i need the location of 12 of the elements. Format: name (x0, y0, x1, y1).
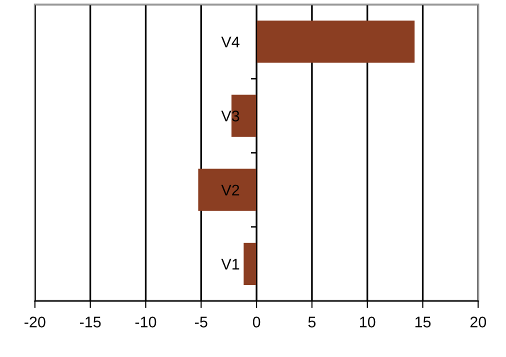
y-tick-label: V2 (221, 184, 240, 196)
x-tick-label: -15 (80, 316, 101, 328)
x-tick-label: 15 (415, 316, 431, 328)
x-tick-label: 5 (308, 316, 316, 328)
x-tick-label: 0 (252, 316, 260, 328)
y-tick-label: V4 (221, 36, 240, 48)
y-tick-label: V1 (221, 258, 240, 270)
x-tick-label: -10 (135, 316, 156, 328)
x-tick-label: 20 (470, 316, 486, 328)
x-tick-label: -20 (24, 316, 46, 328)
x-tick-label: -5 (195, 316, 208, 328)
x-tick-label: 10 (360, 316, 376, 328)
